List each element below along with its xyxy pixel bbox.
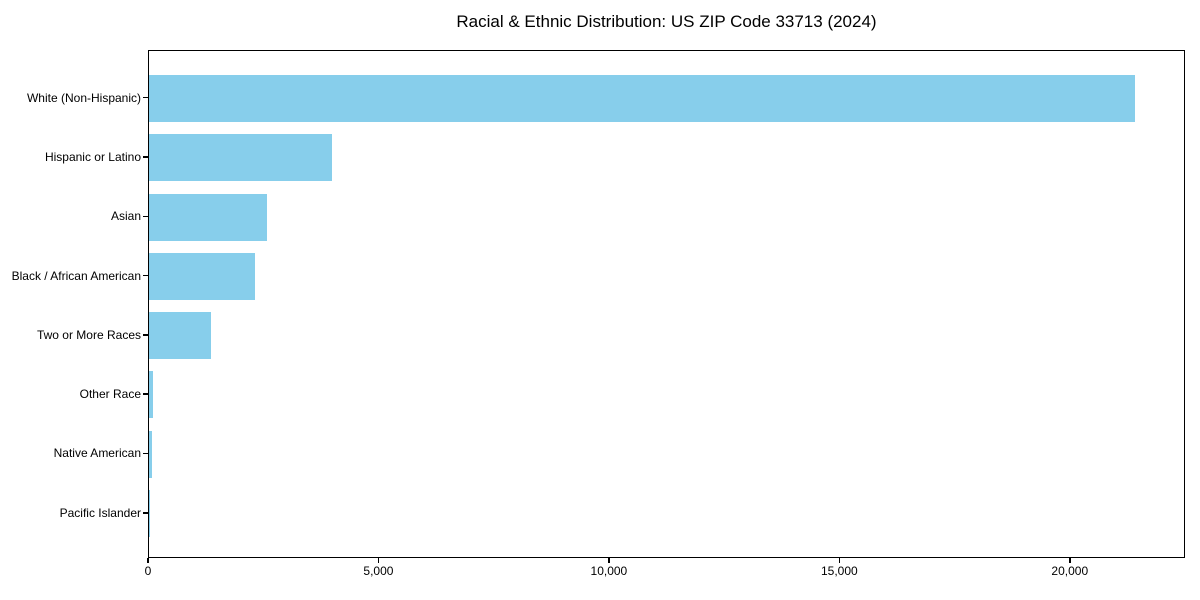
bar-row-pacific-islander [149,484,1184,543]
bar-other-race [149,371,153,419]
bar-native-american [149,430,152,478]
bar-row-black-african-american [149,247,1184,306]
x-axis-tick-10000 [608,558,610,563]
y-axis-label-other-race: Other Race [79,387,141,402]
x-axis-tick-15000 [838,558,841,563]
y-axis-label-asian: Asian [110,209,141,224]
y-axis-tick-two-or-more-races [143,334,148,336]
bar-black-african-american [149,252,255,300]
bars-container [149,69,1184,543]
bar-two-or-more-races [149,312,211,360]
x-axis-tick-label-20000: 20,000 [1051,564,1089,578]
y-axis-label-two-or-more-races: Two or More Races [36,327,141,342]
y-axis-tick-white-non-hispanic [143,96,148,99]
x-axis-tick-20000 [1069,558,1071,563]
y-axis-tick-other-race [143,393,148,395]
y-axis-tick-black-african-american [143,274,148,277]
y-axis-label-pacific-islander: Pacific Islander [59,505,141,520]
y-axis-label-black-african-american: Black / African American [11,268,141,283]
y-axis-label-hispanic-or-latino: Hispanic or Latino [44,149,141,164]
x-axis-tick-label-5000: 5,000 [363,564,394,578]
y-axis-tick-asian [143,215,148,217]
bar-row-native-american [149,425,1184,484]
chart-title: Racial & Ethnic Distribution: US ZIP Cod… [456,12,877,31]
x-axis-tick-label-10000: 10,000 [590,564,628,578]
y-axis-label-white-non-hispanic: White (Non-Hispanic) [26,90,141,105]
bar-hispanic-or-latino [149,134,332,182]
plot-area [148,50,1185,558]
bar-row-asian [149,188,1184,247]
y-axis-label-native-american: Native American [53,446,141,461]
x-axis-tick-0 [147,558,149,563]
bar-row-white-non-hispanic [149,69,1184,128]
y-axis-tick-hispanic-or-latino [143,156,148,158]
bar-white-non-hispanic [149,75,1135,122]
bar-asian [149,193,267,241]
bar-row-other-race [149,365,1184,424]
x-axis-tick-label-15000: 15,000 [820,564,858,578]
bar-row-two-or-more-races [149,306,1184,365]
x-axis-tick-5000 [377,558,380,563]
y-axis-tick-pacific-islander [143,512,148,514]
x-axis-tick-label-0: 0 [144,564,152,578]
y-axis-tick-native-american [143,452,148,455]
bar-row-hispanic-or-latino [149,128,1184,187]
